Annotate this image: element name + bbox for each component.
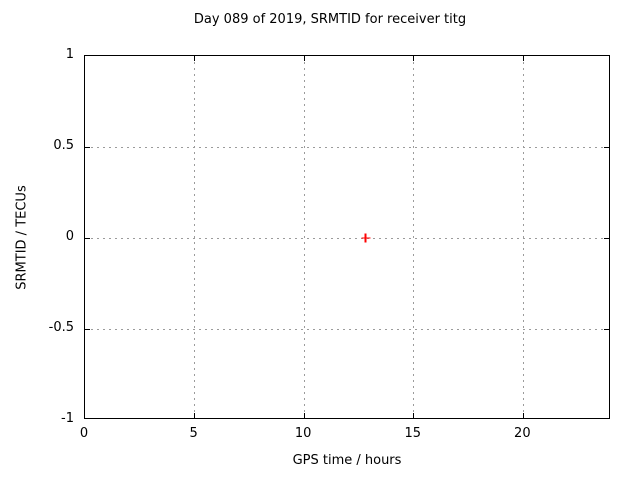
x-tick-bottom bbox=[194, 413, 196, 418]
y-tick-left bbox=[85, 328, 90, 330]
y-tick-left bbox=[85, 237, 90, 239]
x-tick-label: 0 bbox=[79, 426, 89, 441]
y-tick-label: 0.5 bbox=[53, 138, 74, 153]
x-tick-bottom bbox=[303, 413, 305, 418]
y-tick-right bbox=[604, 328, 609, 330]
gridline-vertical bbox=[194, 56, 196, 418]
x-tick-top bbox=[413, 56, 415, 61]
x-axis-label: GPS time / hours bbox=[292, 453, 402, 468]
x-tick-top bbox=[303, 56, 305, 61]
x-tick-bottom bbox=[413, 413, 415, 418]
x-tick-label: 15 bbox=[404, 426, 422, 441]
y-tick-label: 0 bbox=[65, 229, 74, 244]
x-tick-label: 20 bbox=[514, 426, 531, 441]
gridline-horizontal bbox=[85, 328, 609, 330]
x-tick-label: 5 bbox=[189, 426, 198, 441]
gridline-horizontal bbox=[85, 237, 609, 239]
plot-area bbox=[84, 55, 610, 419]
x-tick-label: 10 bbox=[294, 426, 312, 441]
y-tick-label: -0.5 bbox=[48, 320, 74, 335]
y-tick-label: -1 bbox=[61, 411, 74, 426]
y-tick-right bbox=[604, 237, 609, 239]
x-tick-top bbox=[194, 56, 196, 61]
data-point-marker bbox=[361, 233, 371, 243]
gridline-vertical bbox=[303, 56, 305, 418]
y-tick-label: 1 bbox=[65, 47, 74, 62]
gridline-vertical bbox=[413, 56, 415, 418]
x-tick-bottom bbox=[522, 413, 524, 418]
chart-title: Day 089 of 2019, SRMTID for receiver tit… bbox=[193, 12, 467, 27]
gridline-vertical bbox=[522, 56, 524, 418]
y-tick-right bbox=[604, 146, 609, 148]
x-tick-top bbox=[522, 56, 524, 61]
marker-vertical-bar bbox=[364, 233, 367, 243]
gridline-horizontal bbox=[85, 146, 609, 148]
y-tick-left bbox=[85, 146, 90, 148]
